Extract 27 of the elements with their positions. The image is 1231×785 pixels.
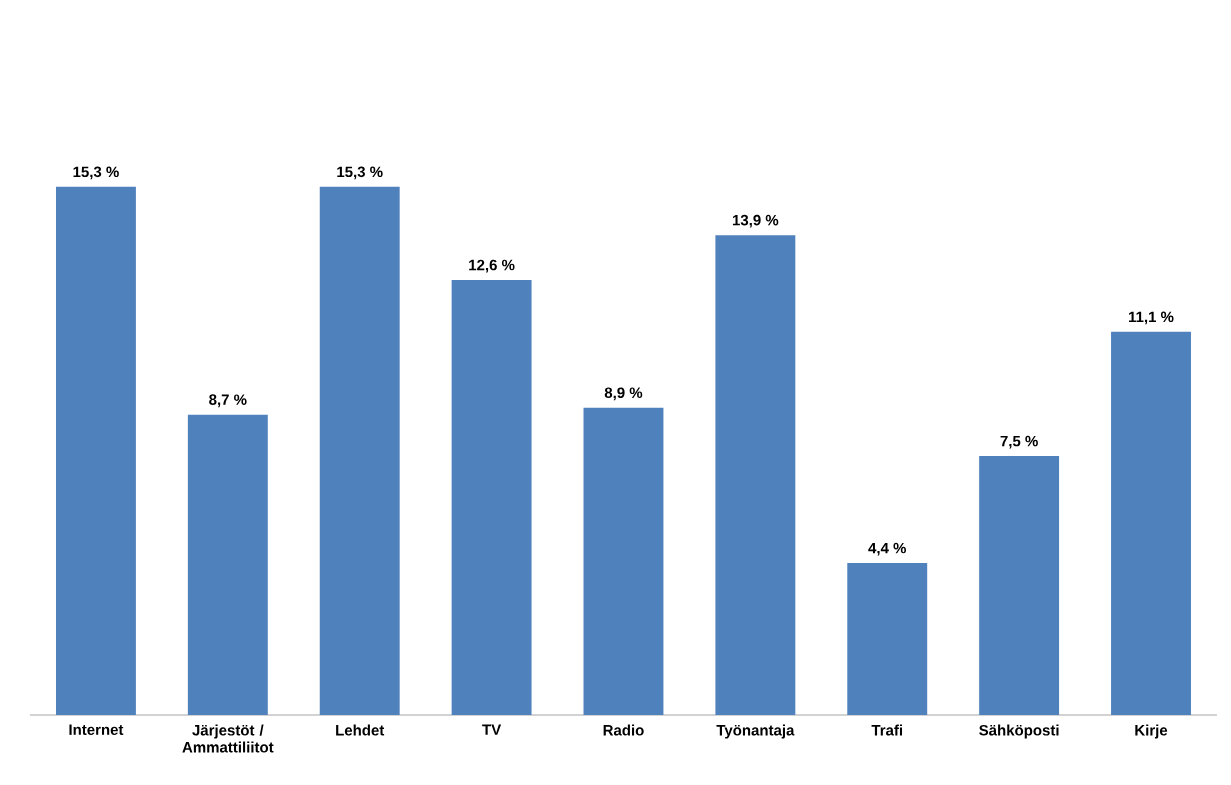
data-label: 15,3 %: [73, 166, 119, 180]
data-label: 13,9 %: [732, 214, 779, 228]
bar: [847, 563, 928, 715]
bar: [979, 456, 1060, 715]
x-tick-label: Työnantaja: [716, 724, 795, 739]
bar: [451, 280, 532, 715]
data-label: 12,6 %: [469, 259, 515, 273]
data-label: 8,9 %: [604, 387, 643, 401]
x-tick-label: Järjestöt / Ammattiliitot: [182, 724, 274, 753]
x-tick-label: Radio: [603, 724, 644, 736]
bar: [715, 235, 796, 715]
bar: [1111, 331, 1191, 715]
data-label: 4,4 %: [868, 542, 907, 556]
x-tick-label: Internet: [69, 724, 124, 735]
data-label: 8,7 %: [209, 394, 247, 408]
x-tick-label: TV: [482, 724, 502, 735]
data-label: 11,1 %: [1129, 311, 1174, 325]
x-tick-label: Kirje: [1135, 724, 1168, 739]
bar: [319, 186, 400, 715]
bar: [187, 414, 268, 715]
bar: [583, 407, 664, 715]
x-tick-label: Sähköposti: [979, 724, 1059, 739]
data-label: 7,5 %: [1000, 435, 1038, 449]
x-tick-label: Trafi: [871, 724, 903, 736]
bar: [55, 186, 136, 715]
data-label: 15,3 %: [337, 166, 383, 180]
x-tick-label: Lehdet: [336, 724, 385, 736]
